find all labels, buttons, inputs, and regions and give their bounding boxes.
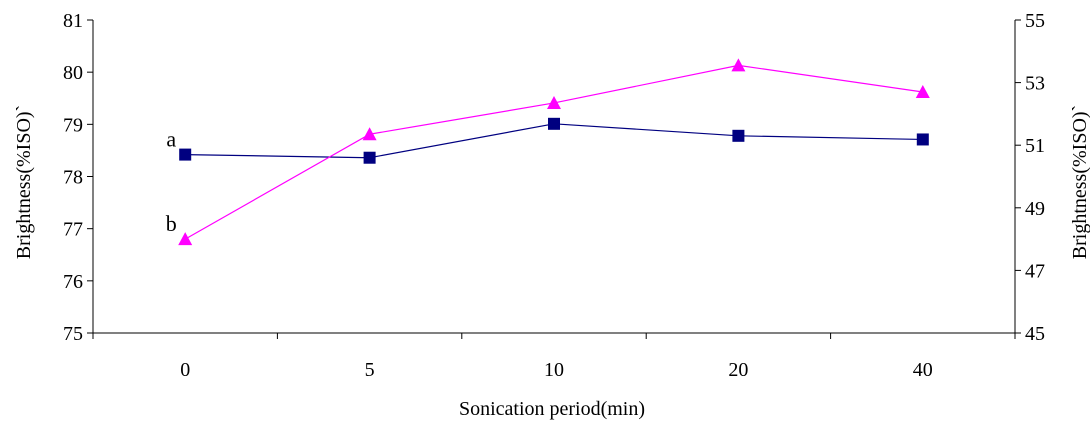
labels: Sonication period(min) Brightness(%ISO)`…: [13, 105, 1090, 420]
data-point-triangle: [731, 58, 746, 72]
x-tick-label: 20: [728, 359, 748, 381]
y-left-tick-label: 77: [63, 219, 83, 241]
y-left-tick-label: 80: [63, 62, 83, 84]
y-right-tick-label: 51: [1025, 135, 1045, 157]
series-layer: ab: [166, 58, 930, 246]
series-annotation-label: a: [166, 127, 176, 152]
y-left-tick-label: 76: [63, 271, 83, 293]
y-left-tick-label: 79: [63, 114, 83, 136]
y-left-tick-label: 81: [63, 10, 83, 32]
y-left-tick-label: 78: [63, 167, 83, 189]
axes: 75 76 77 78 79 80 81 45 47 49 51 53 55 0 5 10 20 40: [63, 10, 1045, 381]
data-point-triangle: [362, 127, 377, 141]
data-point-square: [548, 117, 560, 130]
data-point-square: [363, 151, 376, 164]
y-right-tick-label: 49: [1025, 198, 1045, 220]
series-annotation-label: b: [166, 211, 177, 236]
data-point-triangle: [547, 95, 561, 109]
series-line-2: [184, 64, 923, 240]
x-tick-label: 40: [913, 359, 933, 381]
x-tick-label: 0: [180, 359, 190, 381]
y-right-tick-label: 55: [1025, 10, 1045, 32]
y-right-tick-label: 45: [1025, 323, 1045, 345]
data-point-triangle: [915, 84, 930, 98]
y-left-tick-label: 75: [63, 323, 83, 345]
data-point-square: [732, 129, 745, 142]
y-right-tick-label: 47: [1025, 260, 1045, 282]
data-point-triangle: [178, 232, 193, 246]
data-point-square: [179, 148, 192, 161]
data-point-square: [916, 133, 929, 146]
x-axis-title: Sonication period(min): [459, 398, 645, 420]
y-axis-left-title: Brightness(%ISO)`: [13, 105, 35, 259]
y-right-tick-label: 53: [1025, 73, 1045, 95]
x-tick-label: 10: [544, 359, 564, 381]
y-axis-right-title: Brightness(%ISO)`: [1069, 105, 1090, 259]
x-tick-label: 5: [365, 359, 375, 381]
